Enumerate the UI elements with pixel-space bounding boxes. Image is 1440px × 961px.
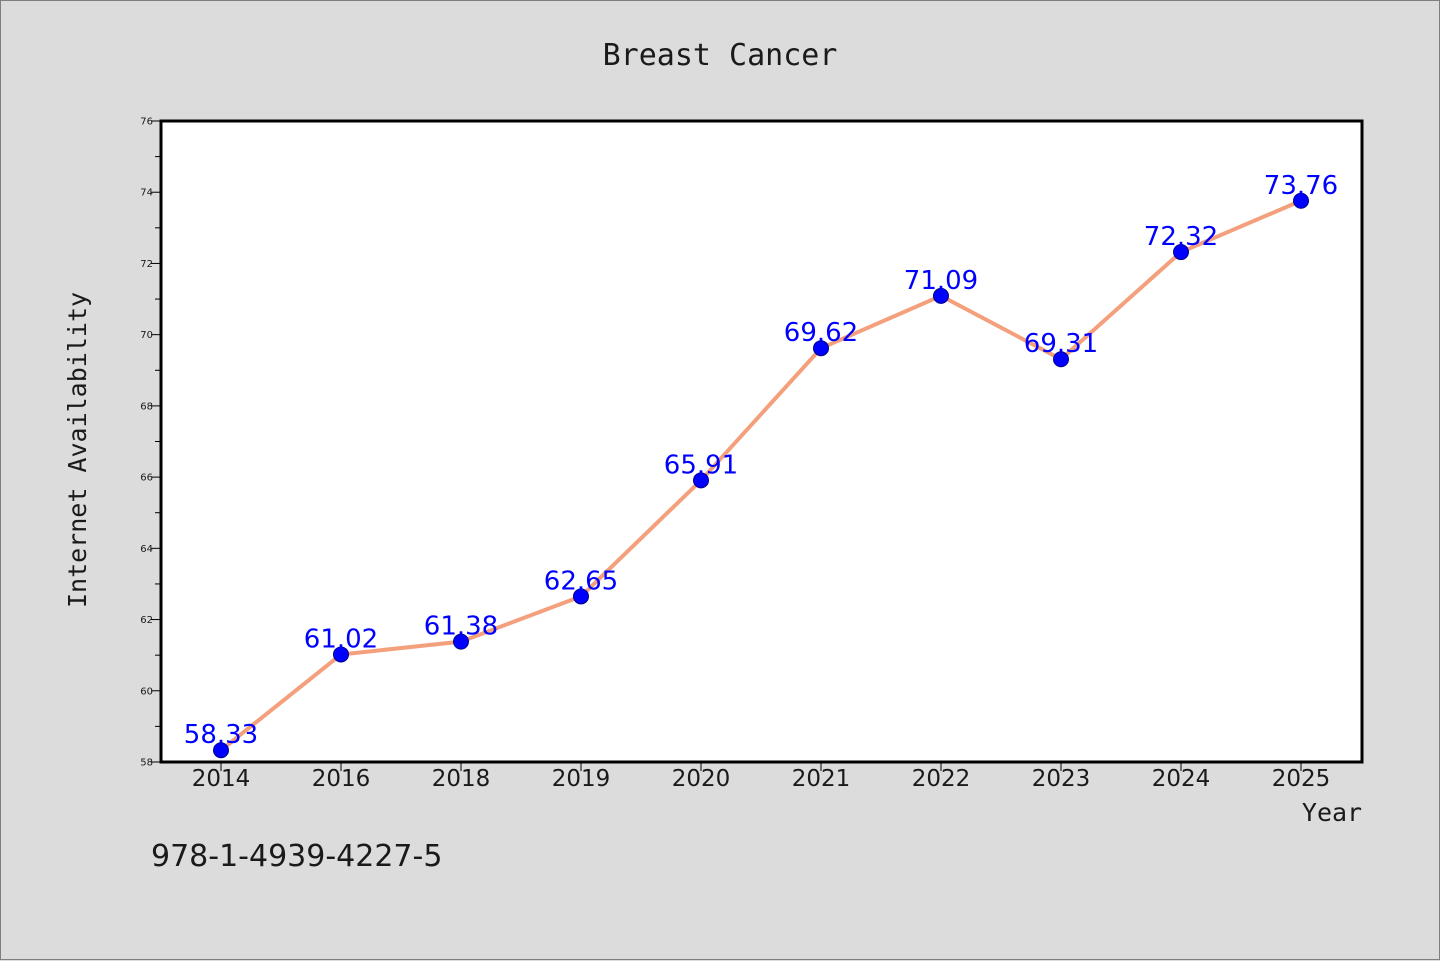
- x-tick-label: 2024: [1152, 766, 1211, 792]
- x-tick-label: 2022: [912, 766, 971, 792]
- data-point: [333, 646, 349, 663]
- data-label: 62.65: [544, 566, 618, 596]
- y-tick-label: 74: [140, 188, 153, 199]
- data-point: [1173, 244, 1189, 261]
- isbn-text: 978-1-4939-4227-5: [151, 839, 442, 874]
- x-tick-label: 2021: [792, 766, 851, 792]
- data-point: [1293, 192, 1309, 209]
- y-tick-label: 62: [140, 615, 153, 626]
- x-tick-label: 2019: [552, 766, 611, 792]
- data-label: 58.33: [184, 720, 258, 750]
- y-tick-label: 60: [140, 686, 153, 697]
- plot-area: [159, 119, 1364, 764]
- series-line: [219, 198, 1302, 752]
- y-tick-label: 64: [140, 544, 153, 555]
- data-point: [213, 742, 229, 759]
- data-labels: 58.33 61.02 61.38 62.65 65.91 69.62 71.09 69.31…: [184, 171, 1338, 750]
- y-tick-label: 66: [140, 473, 153, 484]
- y-tick-label: 70: [140, 330, 153, 341]
- chart-title: Breast Cancer: [603, 38, 838, 73]
- data-label: 61.02: [304, 624, 378, 654]
- data-point: [1053, 351, 1069, 368]
- data-point: [573, 588, 589, 605]
- data-label: 65.91: [664, 450, 738, 480]
- y-axis-label: Internet Availability: [63, 292, 92, 608]
- x-tick-label: 2018: [432, 766, 491, 792]
- x-tick-label: 2016: [312, 766, 371, 792]
- y-tick-label: 76: [140, 117, 153, 128]
- x-tick-label: 2014: [192, 766, 251, 792]
- data-label: 73.76: [1264, 171, 1338, 201]
- x-tick-label: 2020: [672, 766, 731, 792]
- y-tick-label: 68: [140, 401, 153, 412]
- y-tick-label: 58: [140, 758, 153, 769]
- x-tick-label: 2023: [1032, 766, 1091, 792]
- data-label: 69.62: [784, 318, 858, 348]
- x-axis-label: Year: [1302, 798, 1362, 827]
- x-tick-label: 2025: [1272, 766, 1331, 792]
- series-layer: [213, 192, 1309, 759]
- data-label: 69.31: [1024, 329, 1098, 359]
- data-label: 72.32: [1144, 222, 1218, 252]
- y-axis: 58 60 62 64 66 68 70 72 74 76: [140, 117, 161, 769]
- data-label: 71.09: [904, 266, 978, 296]
- x-axis: 2014 2016 2018 2019 2020 2021 2022 2023 2024 2025: [192, 762, 1331, 792]
- data-point: [813, 340, 829, 357]
- data-point: [933, 287, 949, 304]
- data-label: 61.38: [424, 612, 498, 642]
- data-point: [693, 472, 709, 489]
- y-tick-label: 72: [140, 259, 153, 270]
- data-point: [453, 633, 469, 650]
